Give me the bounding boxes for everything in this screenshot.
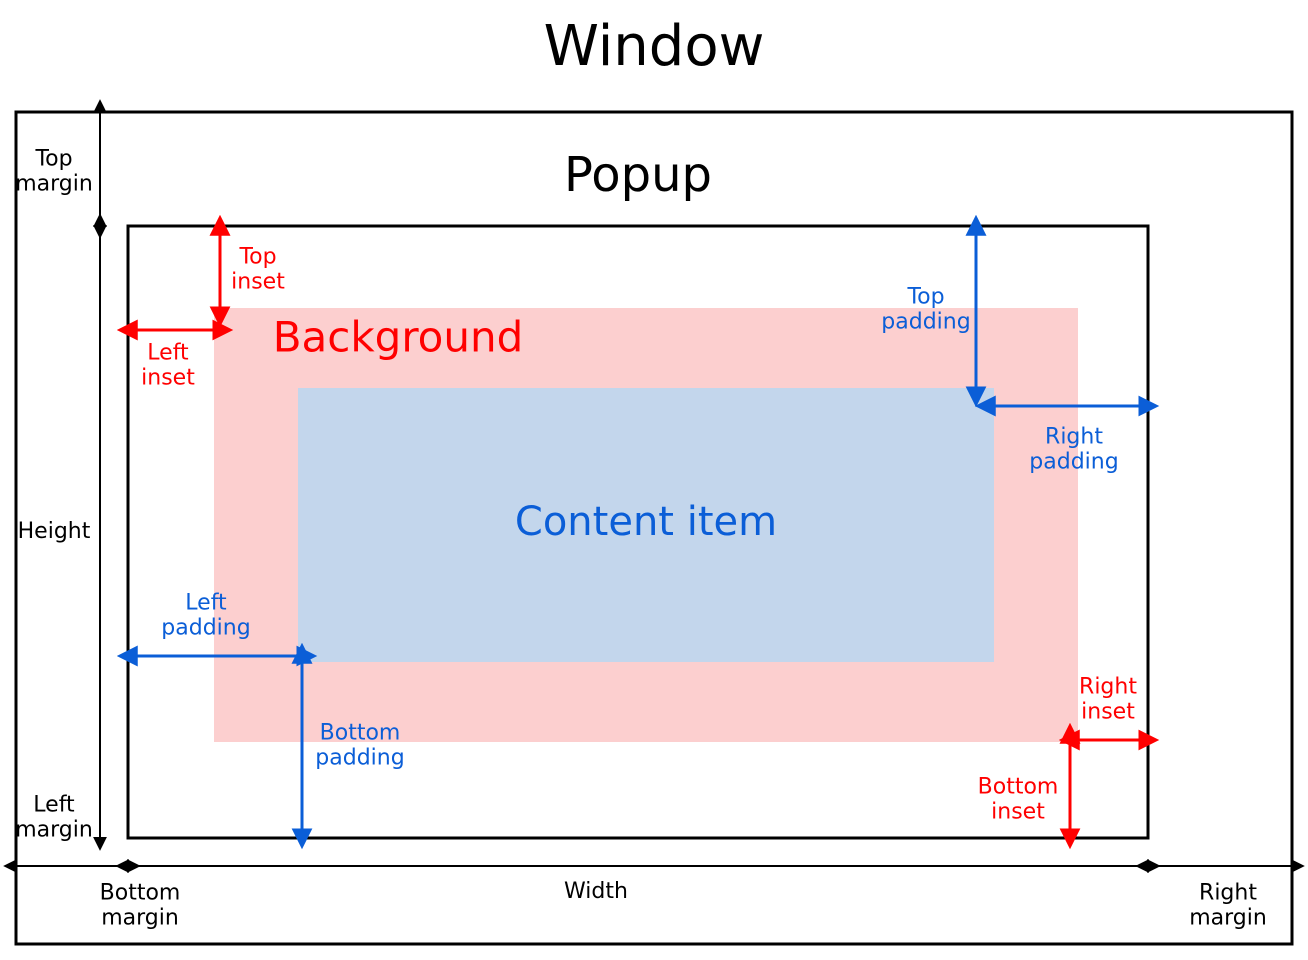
width-label: Width: [564, 879, 628, 904]
bottom_padding-label: Bottompadding: [315, 721, 404, 771]
right_inset-label: Rightinset: [1079, 675, 1137, 725]
bottom_inset-label: Bottominset: [978, 775, 1059, 825]
window-title: Window: [544, 14, 765, 79]
top_margin-label: Topmargin: [15, 147, 93, 197]
top_padding-label: Toppadding: [881, 285, 970, 335]
content-title: Content item: [515, 499, 777, 545]
left_margin-label: Leftmargin: [15, 793, 93, 843]
height-label: Height: [18, 519, 91, 544]
left_inset-label: Leftinset: [141, 341, 195, 391]
diagram-svg: Window Popup Background Content item Top…: [0, 0, 1308, 960]
background-title: Background: [273, 313, 524, 362]
top_inset-label: Topinset: [231, 245, 285, 295]
diagram-root: Window Popup Background Content item Top…: [0, 0, 1308, 960]
bottom_margin-label: Bottommargin: [100, 881, 181, 931]
popup-title: Popup: [564, 147, 712, 203]
right_margin-label: Rightmargin: [1189, 881, 1267, 931]
